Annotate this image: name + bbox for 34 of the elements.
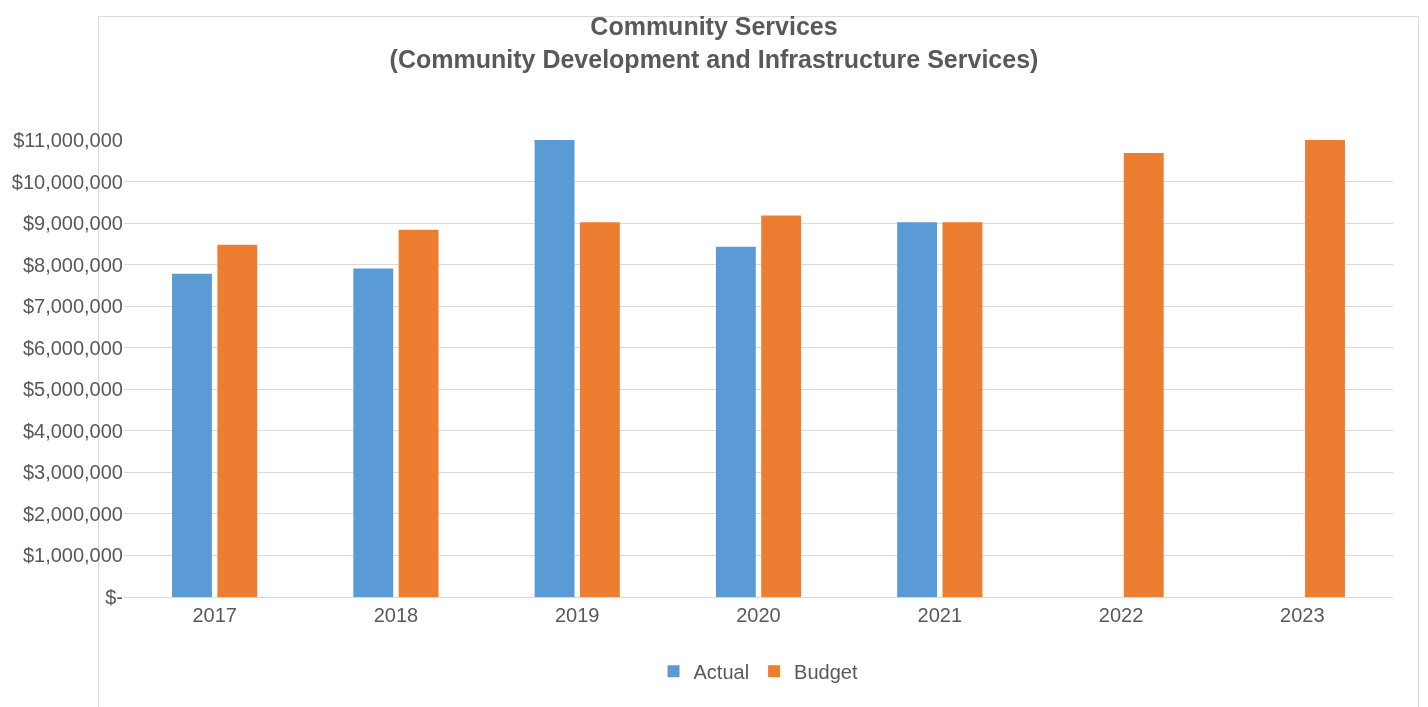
bar: [1123, 152, 1164, 597]
bar: [534, 140, 575, 597]
bar: [715, 246, 756, 597]
bar: [353, 268, 394, 597]
y-tick-label: $3,000,000: [22, 461, 123, 484]
y-tick-label: $9,000,000: [22, 212, 123, 235]
bar: [897, 222, 938, 597]
x-tick-label: 2023: [1280, 604, 1325, 626]
bar: [761, 215, 802, 597]
chart-title: Community Services (Community Development and Infrastructure Services): [389, 12, 1039, 73]
bar: [172, 273, 212, 597]
y-tick-label: $5,000,000: [22, 378, 123, 401]
y-tick-label: $6,000,000: [22, 336, 123, 359]
x-tick-label: 2018: [373, 604, 419, 626]
x-tick-label: 2017: [192, 604, 237, 626]
y-tick-label: $11,000,000: [13, 129, 123, 151]
x-tick-label: 2020: [736, 604, 781, 626]
legend-label: Budget: [794, 661, 858, 684]
x-tick-label: 2021: [917, 604, 963, 626]
y-tick-label: $1,000,000: [22, 544, 123, 567]
y-tick-label: $8,000,000: [22, 253, 123, 276]
bar: [579, 222, 620, 597]
y-tick-label: $2,000,000: [22, 502, 123, 525]
y-tick-label: $7,000,000: [22, 295, 123, 318]
legend-label: Actual: [693, 661, 750, 684]
y-tick-label: $10,000,000: [11, 170, 123, 193]
x-tick-label: 2019: [554, 604, 600, 626]
bar: [217, 244, 258, 597]
x-tick-label: 2022: [1098, 604, 1144, 626]
y-tick-label: $4,000,000: [22, 419, 123, 442]
bar: [942, 222, 983, 597]
bar: [1305, 140, 1345, 597]
bar: [398, 229, 439, 597]
y-tick-label: $-: [105, 586, 123, 608]
